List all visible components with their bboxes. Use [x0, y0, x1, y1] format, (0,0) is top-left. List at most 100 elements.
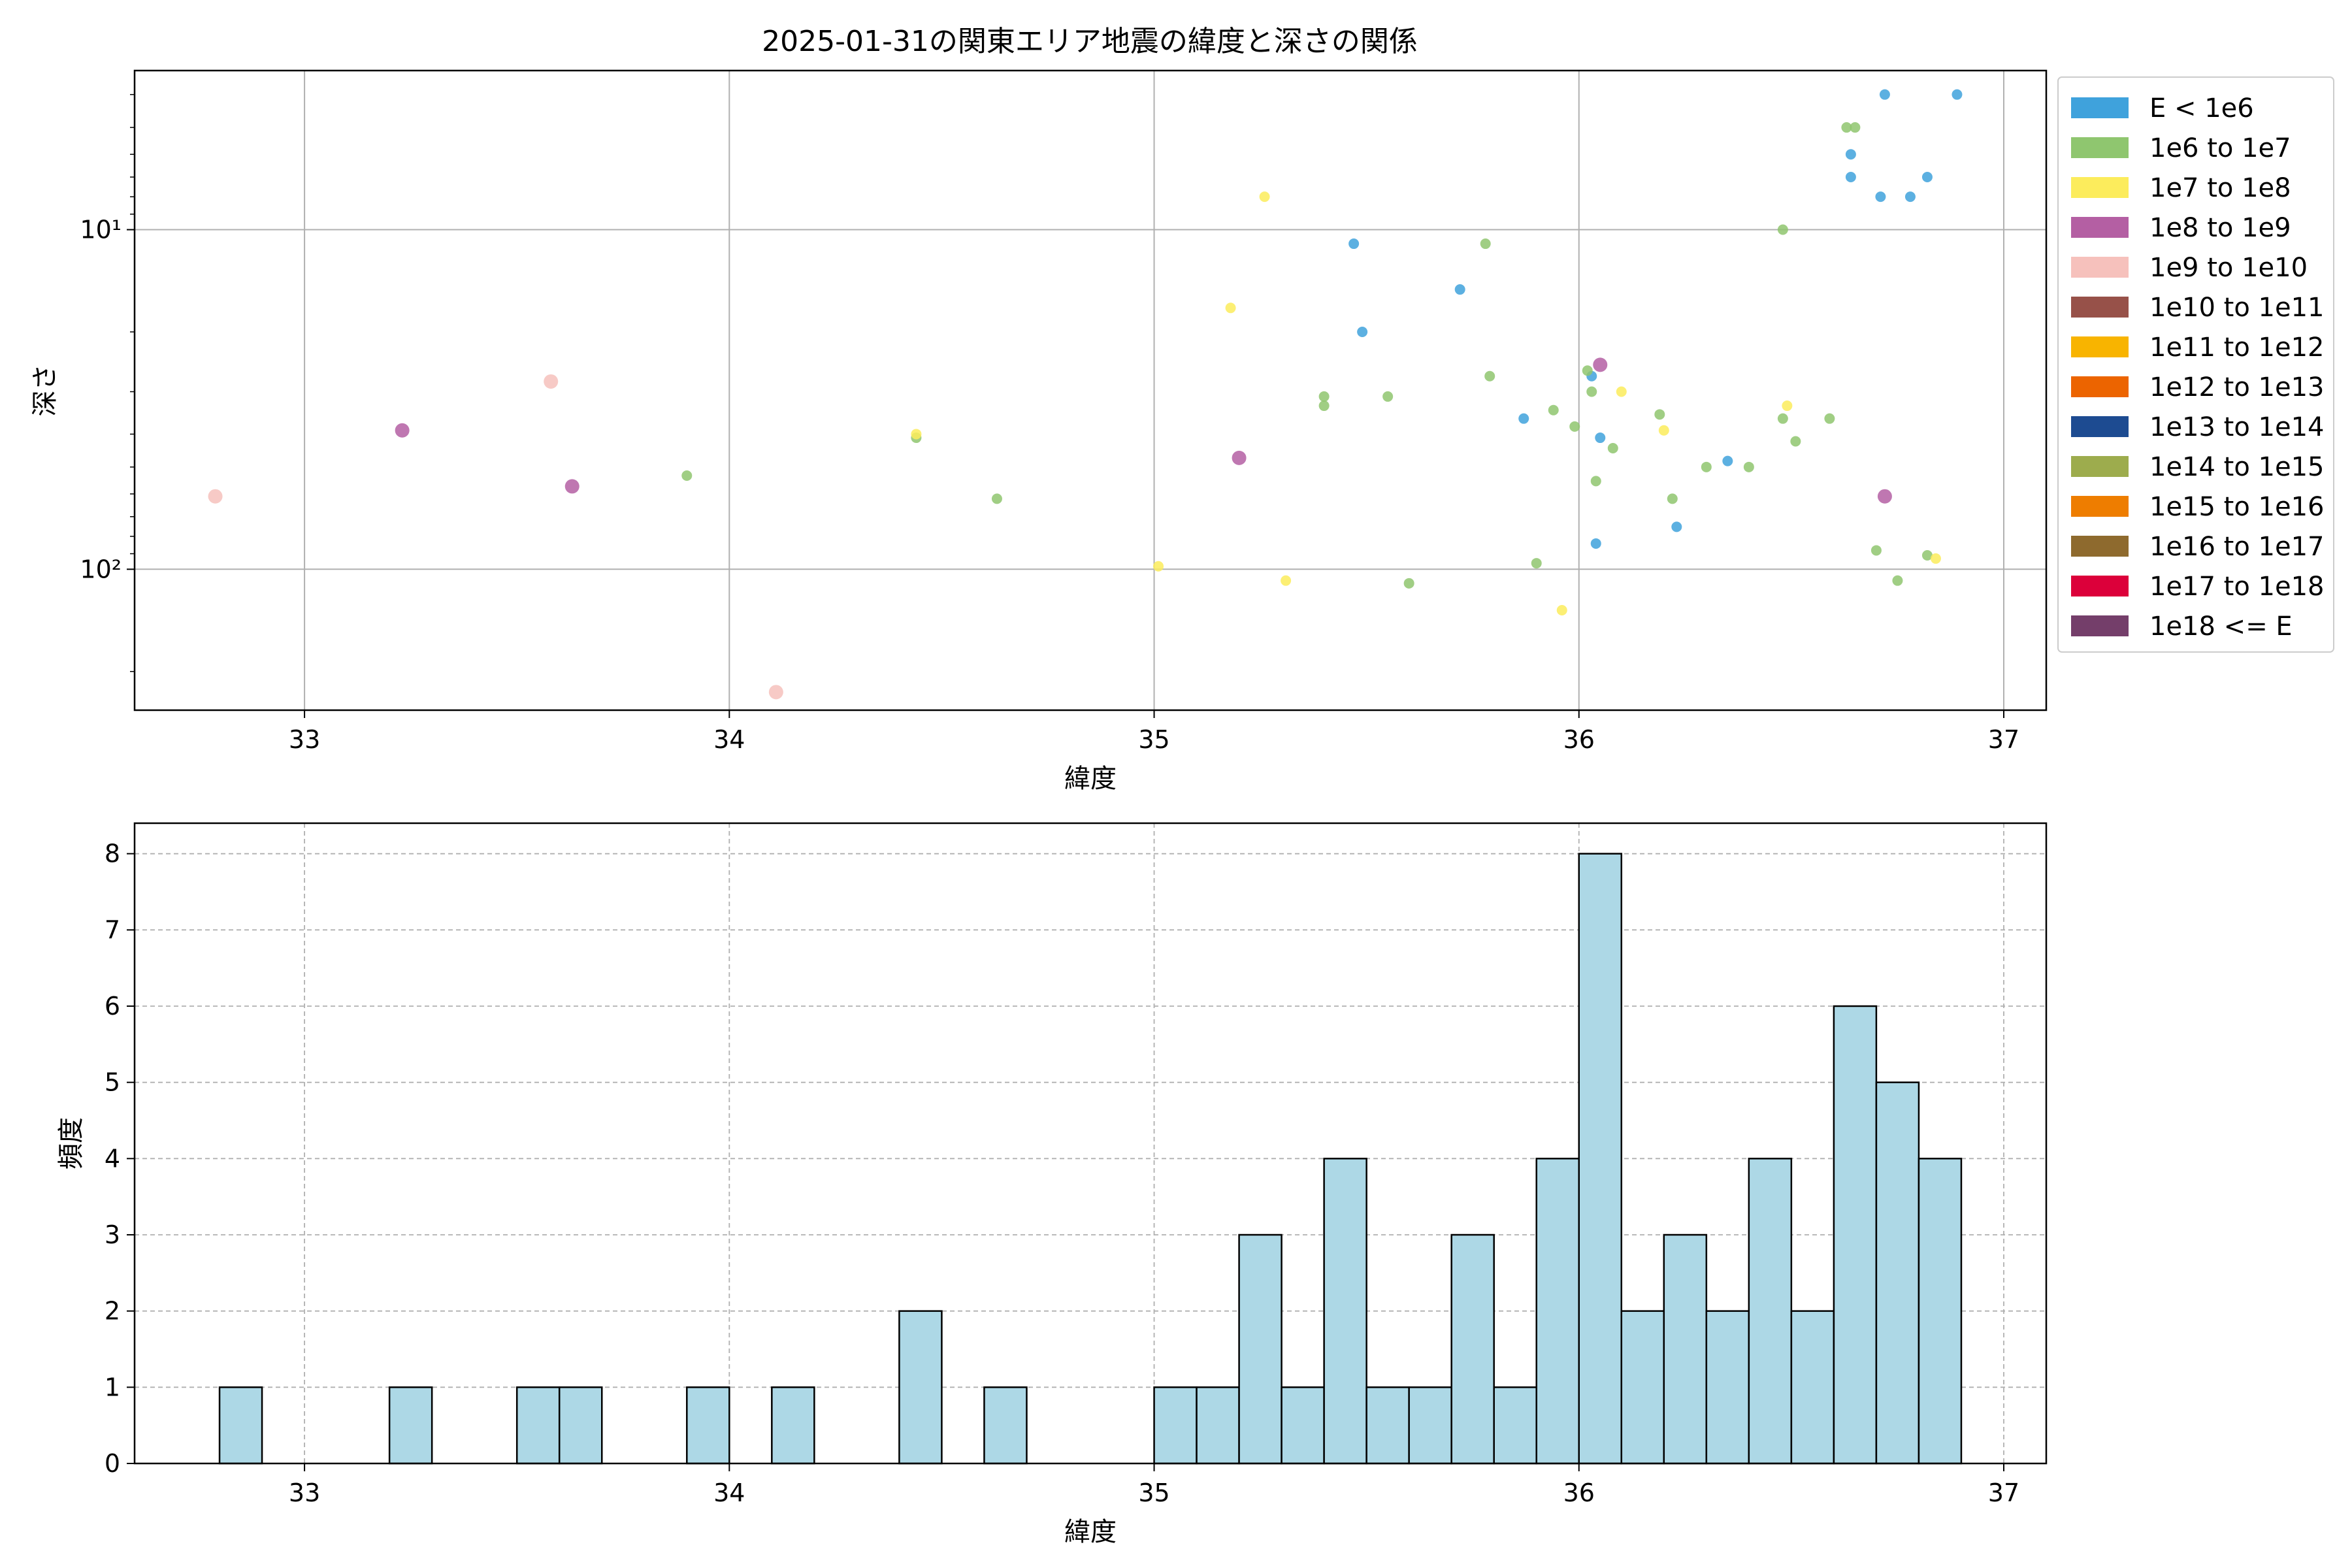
scatter-chart: 33 34 35 36 37 10¹ 10² 緯度 深さ [30, 69, 2048, 794]
legend-entry-label: 1e17 to 1e18 [2149, 572, 2325, 602]
histogram-bar [1748, 1158, 1793, 1465]
scatter-point [1952, 89, 1963, 100]
scatter-x-tick-label: 34 [713, 725, 745, 754]
histogram-bar [1408, 1386, 1452, 1465]
scatter-point [1586, 386, 1597, 397]
legend-swatch [2071, 576, 2129, 596]
histogram-bar [1493, 1386, 1537, 1465]
scatter-point [1153, 561, 1164, 572]
scatter-point [1845, 149, 1856, 160]
scatter-point [1403, 578, 1414, 589]
legend-entry-label: 1e18 <= E [2149, 612, 2293, 642]
legend-swatch [2071, 97, 2129, 118]
legend-frame [2057, 76, 2334, 653]
histogram-bar [771, 1386, 815, 1465]
scatter-point [1318, 391, 1330, 402]
legend-swatch [2071, 615, 2129, 636]
histogram-bar [898, 1310, 943, 1465]
scatter-point [1569, 421, 1580, 432]
histogram-bar [1875, 1081, 1920, 1465]
scatter-point [1357, 326, 1368, 337]
scatter-point [1930, 553, 1941, 564]
histogram-y-tick-label: 3 [105, 1220, 120, 1249]
scatter-point [1921, 550, 1933, 561]
histogram-bar [1578, 853, 1623, 1465]
scatter-point [1454, 284, 1465, 295]
scatter-point [1318, 400, 1330, 412]
scatter-point [1824, 413, 1835, 424]
histogram-x-tick-label: 34 [713, 1478, 745, 1507]
scatter-grid [135, 71, 2046, 710]
legend-entry-label: 1e6 to 1e7 [2149, 133, 2291, 163]
legend-entry-label: 1e9 to 1e10 [2149, 253, 2308, 283]
histogram-y-tick-label: 6 [105, 992, 120, 1021]
scatter-point [1790, 436, 1801, 447]
scatter-point [1850, 122, 1861, 133]
scatter-point [1348, 238, 1360, 250]
histogram-y-tick-label: 0 [105, 1449, 120, 1478]
scatter-legend: E < 1e6 1e6 to 1e7 1e7 to 1e8 1e8 to 1e9 1e9… [2057, 76, 2334, 653]
scatter-plot-frame [133, 69, 2048, 711]
scatter-point [1232, 450, 1247, 465]
histogram-y-tick-label: 7 [105, 915, 120, 944]
histogram-y-tick-label: 4 [105, 1144, 120, 1173]
legend-entry-label: 1e8 to 1e9 [2149, 213, 2291, 243]
histogram-bar [1535, 1158, 1580, 1465]
scatter-point [395, 423, 410, 438]
scatter-point [1904, 191, 1916, 203]
scatter-point [1777, 224, 1788, 235]
scatter-point [991, 493, 1002, 504]
histogram-y-tick-label: 8 [105, 840, 120, 868]
scatter-y-tick-label: 10² [80, 555, 122, 583]
scatter-y-tick-label: 10¹ [80, 216, 122, 244]
legend-swatch [2071, 536, 2129, 557]
legend-entry-label: 1e12 to 1e13 [2149, 372, 2325, 402]
legend-entry-label: 1e14 to 1e15 [2149, 452, 2325, 482]
scatter-point [1667, 493, 1678, 504]
scatter-point [1921, 172, 1933, 183]
scatter-point [1877, 489, 1892, 504]
histogram-x-tick-label: 33 [289, 1478, 320, 1507]
scatter-point [1671, 521, 1682, 532]
scatter-point [1743, 461, 1754, 472]
scatter-x-tick-label: 37 [1988, 725, 2019, 754]
legend-swatch [2071, 456, 2129, 477]
histogram-x-tick-label: 37 [1988, 1478, 2019, 1507]
scatter-x-tick-label: 36 [1563, 725, 1595, 754]
legend-swatch [2071, 177, 2129, 198]
histogram-bar [1365, 1386, 1410, 1465]
scatter-point [1607, 442, 1618, 453]
legend-swatch [2071, 496, 2129, 517]
histogram-bar [1450, 1233, 1495, 1465]
legend-swatch [2071, 217, 2129, 238]
scatter-point [1841, 122, 1852, 133]
legend-swatch [2071, 376, 2129, 397]
histogram-y-tick-label: 1 [105, 1373, 120, 1401]
scatter-point [1845, 172, 1856, 183]
scatter-point [1556, 604, 1567, 615]
histogram-bar [558, 1386, 603, 1465]
legend-entry-label: 1e10 to 1e11 [2149, 293, 2325, 323]
histogram-bar [1833, 1005, 1878, 1465]
scatter-point [1658, 425, 1669, 436]
legend-entry-label: 1e13 to 1e14 [2149, 412, 2325, 442]
histogram-bar [1281, 1386, 1325, 1465]
scatter-chart-title: 2025-01-31の関東エリア地震の緯度と深さの関係 [762, 25, 1418, 58]
scatter-x-tick-label: 35 [1138, 725, 1169, 754]
scatter-point [1225, 302, 1236, 314]
scatter-point [1593, 357, 1608, 372]
scatter-point [1595, 433, 1606, 444]
scatter-point [1382, 391, 1394, 402]
scatter-point [1616, 386, 1627, 397]
histogram-x-axis-label: 緯度 [1064, 1517, 1117, 1547]
legend-swatch [2071, 297, 2129, 318]
scatter-point [1590, 538, 1601, 549]
scatter-point [1590, 476, 1601, 487]
histogram-bar [515, 1386, 561, 1465]
histogram-bar [1705, 1310, 1750, 1465]
histogram-bar [1918, 1158, 1963, 1465]
scatter-point [1654, 409, 1665, 420]
